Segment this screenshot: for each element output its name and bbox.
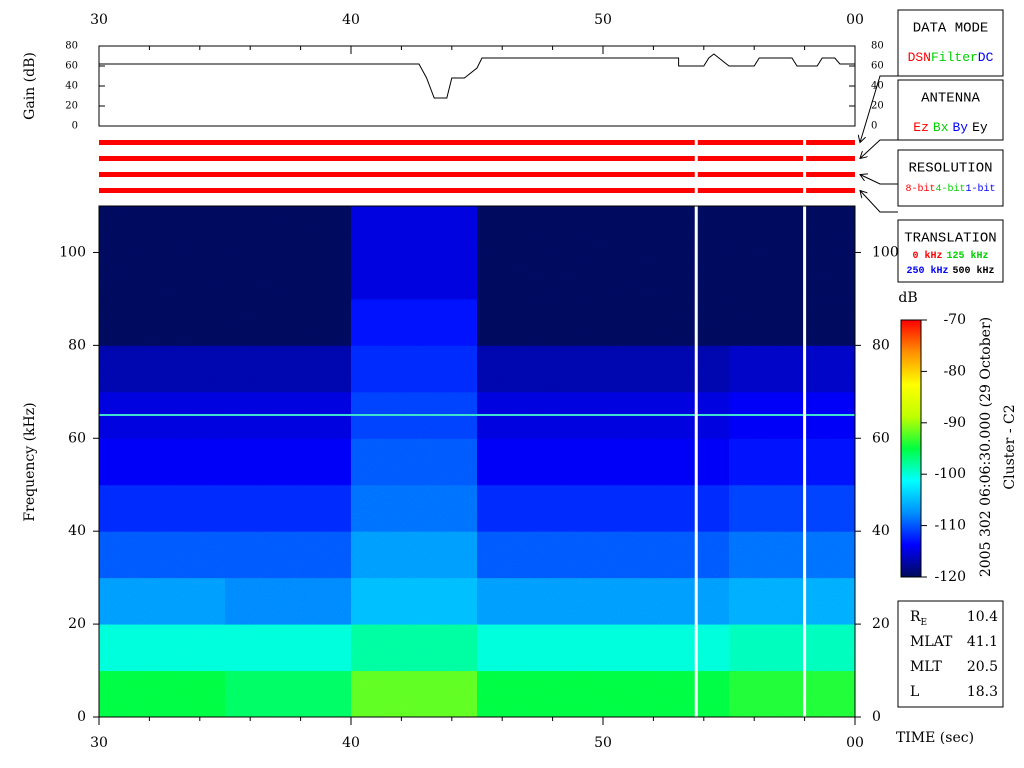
- info-label: MLAT: [910, 634, 953, 650]
- panel-box: [897, 219, 1004, 283]
- colorbar-tick-label: -100: [935, 466, 966, 482]
- gain-axis-label: Gain (dB): [22, 52, 38, 120]
- top-x-tick-label: 00: [846, 12, 864, 28]
- panel-row: DSNFilterDC: [908, 50, 994, 65]
- spacecraft: Cluster - C2: [1002, 404, 1018, 489]
- panel-title: TRANSLATION: [904, 231, 996, 247]
- y-tick-label-right: 100: [872, 244, 899, 260]
- gain-y-tick-label: 20: [65, 101, 78, 112]
- gain-y-tick-label-right: 20: [871, 101, 884, 112]
- mode-bar: [99, 140, 855, 145]
- colorbar-tick-label: -110: [935, 518, 966, 534]
- info-value: 10.4: [967, 609, 998, 625]
- panel-item: 0 kHz: [912, 250, 942, 262]
- mode-bar: [99, 172, 855, 177]
- info-value: 20.5: [967, 659, 998, 675]
- panel-pointer: [860, 191, 898, 213]
- panel-pointer: [860, 75, 898, 143]
- info-label-text: R: [910, 609, 921, 625]
- mode-bar: [99, 156, 855, 161]
- gain-y-tick-label: 40: [65, 81, 78, 92]
- y-tick-label-right: 60: [872, 430, 890, 446]
- y-axis-label: Frequency (kHz): [22, 402, 38, 521]
- noise-texture: [99, 206, 855, 717]
- panel-item: DC: [978, 50, 994, 65]
- gain-y-tick-label-right: 0: [871, 121, 877, 132]
- x-tick-label: 50: [594, 735, 612, 751]
- panel-item: Ez: [913, 120, 929, 135]
- y-tick-label-right: 20: [872, 616, 890, 632]
- panel-row: 8-bit4-bit1-bit: [905, 183, 995, 195]
- y-tick-label: 0: [77, 709, 86, 725]
- info-label: L: [910, 684, 919, 700]
- panel-pointer: [860, 175, 898, 185]
- colorbar: [900, 319, 922, 578]
- panel-item: By: [953, 120, 969, 135]
- info-label-text: L: [910, 684, 919, 700]
- top-x-tick-label: 30: [90, 12, 108, 28]
- panel-item: 8-bit: [905, 183, 935, 195]
- colorbar-tick-label: -90: [943, 415, 966, 431]
- info-label: RE: [910, 609, 927, 628]
- mode-bar: [99, 188, 855, 193]
- y-tick-label-right: 40: [872, 523, 890, 539]
- panel-box: [897, 149, 1004, 207]
- y-tick-label: 80: [68, 337, 86, 353]
- gain-line: [99, 53, 855, 99]
- x-tick-label: 40: [342, 735, 360, 751]
- info-box: [897, 600, 1004, 708]
- panel-item: 4-bit: [935, 183, 965, 195]
- panel-title: ANTENNA: [921, 91, 980, 107]
- gain-y-tick-label: 60: [65, 61, 78, 72]
- gain-y-tick-label-right: 60: [871, 61, 884, 72]
- panel-item: 125 kHz: [947, 250, 989, 262]
- panel-box: [897, 9, 1004, 77]
- panel-row: 250 kHz 500 kHz: [906, 265, 994, 277]
- panel-item: 1-bit: [966, 183, 996, 195]
- panel-box: [897, 79, 1004, 141]
- colorbar-tick-label: -80: [943, 363, 966, 379]
- info-value: 41.1: [967, 634, 998, 650]
- gain-y-tick-label: 0: [72, 121, 78, 132]
- top-x-tick-label: 40: [342, 12, 360, 28]
- y-tick-label: 100: [59, 244, 86, 260]
- info-label-sub: E: [921, 618, 928, 628]
- info-label-text: MLT: [910, 659, 942, 675]
- gain-y-tick-label-right: 80: [871, 41, 884, 52]
- panel-item: 500 kHz: [953, 265, 995, 277]
- info-label-text: MLAT: [910, 634, 953, 650]
- panel-item: DSN: [908, 50, 931, 65]
- x-tick-label: 00: [846, 735, 864, 751]
- y-tick-label: 60: [68, 430, 86, 446]
- y-tick-label-right: 80: [872, 337, 890, 353]
- colorbar-title: dB: [898, 290, 917, 306]
- spectrogram-frame: [98, 205, 856, 718]
- y-tick-label-right: 0: [872, 709, 881, 725]
- gain-frame: [98, 45, 856, 127]
- panel-title: DATA MODE: [913, 21, 989, 37]
- panel-pointer: [860, 139, 898, 159]
- panel-item: Bx: [933, 120, 949, 135]
- x-axis-label: TIME (sec): [896, 730, 974, 746]
- panel-item: Filter: [931, 50, 978, 65]
- y-tick-label: 40: [68, 523, 86, 539]
- info-value: 18.3: [967, 684, 998, 700]
- colorbar-tick-label: -70: [943, 312, 966, 328]
- y-tick-label: 20: [68, 616, 86, 632]
- panel-item: Ey: [972, 120, 988, 135]
- info-label: MLT: [910, 659, 942, 675]
- panel-row: Ez Bx By Ey: [913, 120, 988, 135]
- timestamp: 2005 302 06:06:30.000 (29 October): [978, 317, 994, 577]
- panel-title: RESOLUTION: [908, 161, 992, 177]
- colorbar-tick-label: -120: [935, 569, 966, 585]
- x-tick-label: 30: [90, 735, 108, 751]
- gain-y-tick-label: 80: [65, 41, 78, 52]
- panel-item: 250 kHz: [906, 265, 948, 277]
- top-x-tick-label: 50: [594, 12, 612, 28]
- panel-row: 0 kHz 125 kHz: [912, 250, 988, 262]
